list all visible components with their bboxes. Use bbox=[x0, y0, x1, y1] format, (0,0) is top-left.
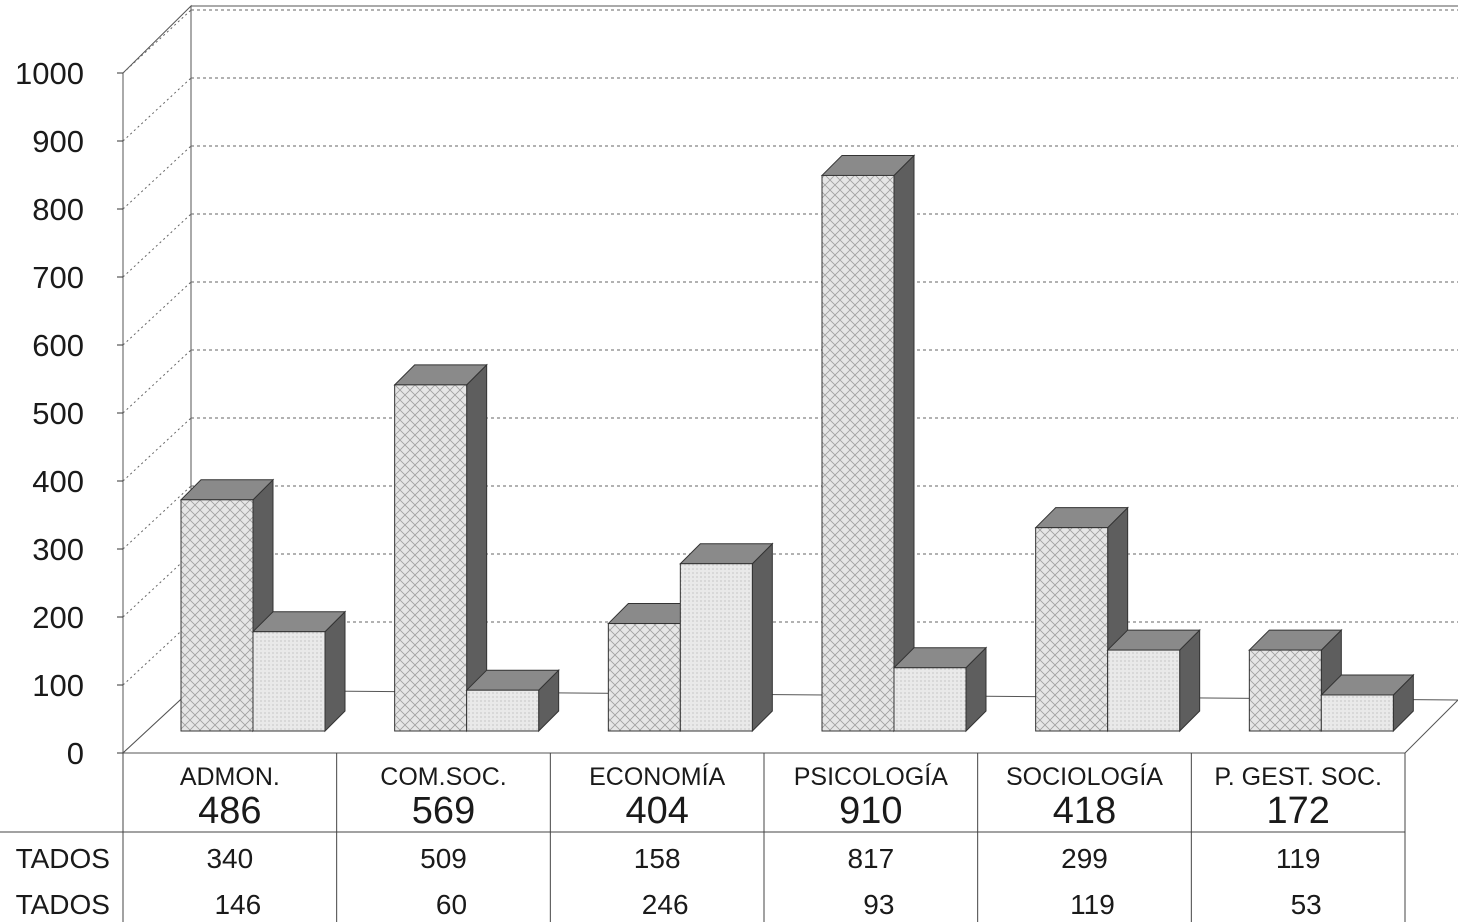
category-total: 486 bbox=[198, 790, 261, 832]
y-tick-label: 600 bbox=[32, 328, 84, 363]
gridline-diagonal bbox=[122, 281, 192, 346]
data-label-series-2: 53 bbox=[1291, 889, 1322, 920]
bar-series-1 bbox=[820, 154, 916, 733]
category-total: 418 bbox=[1053, 790, 1116, 832]
category-label: ECONOMÍA bbox=[589, 762, 725, 791]
bar-series-2 bbox=[251, 610, 347, 733]
bar-front-face bbox=[1248, 649, 1322, 732]
gridline-diagonal bbox=[122, 213, 192, 278]
bar-series-1 bbox=[393, 363, 488, 733]
bar-front-face bbox=[1320, 694, 1394, 732]
category-label: SOCIOLOGÍA bbox=[1006, 762, 1163, 791]
gridline-diagonal bbox=[122, 349, 192, 414]
bar-front-face bbox=[394, 384, 468, 732]
gridline-diagonal bbox=[122, 553, 192, 618]
data-label-series-1: 158 bbox=[634, 843, 681, 874]
data-table: ADMON.486340146COM.SOC.56950960ECONOMÍA4… bbox=[0, 753, 1406, 922]
gridline-diagonal bbox=[122, 621, 192, 686]
y-tick-label: 0 bbox=[67, 736, 84, 771]
bar-series-2 bbox=[465, 668, 560, 733]
data-label-series-2: 246 bbox=[642, 889, 689, 920]
gridline-diagonal bbox=[122, 77, 192, 142]
category-total: 172 bbox=[1266, 790, 1329, 832]
bars bbox=[179, 154, 1415, 733]
gridline-diagonal bbox=[122, 485, 192, 550]
bar-front-face bbox=[1107, 649, 1181, 732]
y-tick-label: 1000 bbox=[15, 56, 84, 91]
category-label: ADMON. bbox=[180, 763, 280, 791]
gridline-diagonal bbox=[122, 9, 192, 74]
y-tick-label: 500 bbox=[32, 396, 84, 431]
y-tick-label: 300 bbox=[32, 532, 84, 567]
data-label-series-1: 340 bbox=[206, 843, 253, 874]
gridlines bbox=[122, 9, 1458, 686]
bar-front-face bbox=[180, 499, 254, 732]
series-1-row-label: TADOS bbox=[16, 843, 110, 874]
category-total: 404 bbox=[625, 790, 688, 832]
y-tick-label: 400 bbox=[32, 464, 84, 499]
category-total: 910 bbox=[839, 790, 902, 832]
category-label: P. GEST. SOC. bbox=[1214, 763, 1382, 791]
data-label-series-2: 146 bbox=[214, 889, 261, 920]
y-tick-label: 200 bbox=[32, 600, 84, 635]
bar-series-1 bbox=[179, 478, 275, 733]
bar-series-2 bbox=[1320, 673, 1415, 733]
bar-series-2 bbox=[892, 646, 988, 733]
data-label-series-1: 817 bbox=[847, 843, 894, 874]
bar-series-2 bbox=[1106, 628, 1201, 733]
y-tick-label: 700 bbox=[32, 260, 84, 295]
category-total: 569 bbox=[412, 790, 475, 832]
data-label-series-1: 119 bbox=[1276, 843, 1321, 874]
bar-side-face bbox=[324, 610, 346, 733]
bar-front-face bbox=[893, 667, 967, 732]
y-tick-label: 100 bbox=[32, 668, 84, 703]
bar-front-face bbox=[679, 563, 753, 732]
bar-side-face bbox=[893, 154, 915, 733]
y-tick-label: 900 bbox=[32, 124, 84, 159]
y-axis: 0 100 200 300 400 500 600 700 800 900 1000 bbox=[15, 56, 123, 771]
gridline-diagonal bbox=[122, 145, 192, 210]
bar-front-face bbox=[607, 623, 681, 732]
category-label: COM.SOC. bbox=[380, 763, 506, 791]
gridline-diagonal bbox=[122, 417, 192, 482]
data-label-series-1: 509 bbox=[420, 843, 467, 874]
data-label-series-2: 119 bbox=[1070, 889, 1115, 920]
bar-front-face bbox=[1035, 527, 1109, 732]
bar-front-face bbox=[252, 631, 326, 732]
bar-series-2 bbox=[679, 542, 774, 733]
bar-front-face bbox=[821, 174, 895, 732]
data-label-series-1: 299 bbox=[1061, 843, 1108, 874]
data-label-series-2: 93 bbox=[863, 889, 894, 920]
bar-side-face bbox=[751, 542, 773, 733]
bar-front-face bbox=[466, 689, 540, 732]
y-tick-label: 800 bbox=[32, 192, 84, 227]
category-label: PSICOLOGÍA bbox=[794, 762, 949, 791]
series-2-row-label: TADOS bbox=[16, 889, 110, 920]
data-label-series-2: 60 bbox=[436, 889, 467, 920]
